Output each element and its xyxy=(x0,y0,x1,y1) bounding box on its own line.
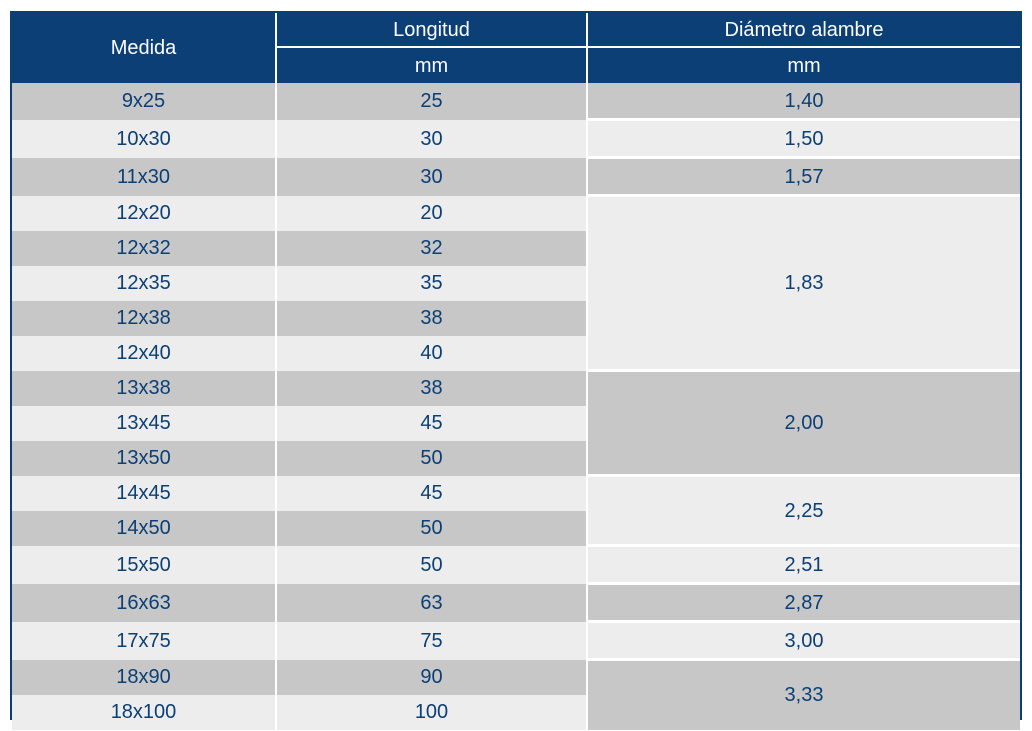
cell-longitud: 20 xyxy=(276,195,588,231)
table-row: 18x100 100 xyxy=(12,694,1020,730)
cell-medida: 12x40 xyxy=(12,335,277,371)
cell-medida: 14x45 xyxy=(12,475,277,511)
cell-longitud: 38 xyxy=(276,300,588,336)
table-row: 14x45 45 2,25 xyxy=(12,474,1020,546)
table-row: 16x63 63 2,87 xyxy=(12,582,1020,622)
spec-table: Medida Longitud Diámetro alambre mm mm 9… xyxy=(12,13,1020,730)
cell-longitud: 30 xyxy=(276,119,588,158)
cell-medida: 17x75 xyxy=(12,621,277,660)
cell-medida: 18x90 xyxy=(12,659,277,695)
cell-medida: 16x63 xyxy=(12,583,277,622)
cell-diametro: 2,87 xyxy=(587,582,1020,622)
spec-table-frame: Medida Longitud Diámetro alambre mm mm 9… xyxy=(10,11,1022,730)
cell-diametro: 2,00 xyxy=(587,369,1020,476)
cell-longitud: 32 xyxy=(276,230,588,266)
cell-longitud: 50 xyxy=(276,440,588,476)
cell-longitud: 90 xyxy=(276,659,588,695)
header-longitud-unit: mm xyxy=(276,46,588,83)
table-row: 12x35 35 xyxy=(12,265,1020,301)
cell-longitud: 45 xyxy=(276,405,588,441)
table-row: 10x30 30 1,50 xyxy=(12,118,1020,158)
cell-medida: 9x25 xyxy=(12,83,277,120)
cell-medida: 10x30 xyxy=(12,119,277,158)
cell-longitud: 63 xyxy=(276,583,588,622)
table-row: 12x38 38 xyxy=(12,300,1020,336)
cell-longitud: 100 xyxy=(276,694,588,730)
table-row: 18x90 90 3,33 xyxy=(12,658,1020,730)
table-row: 14x50 50 xyxy=(12,510,1020,546)
cell-diametro: 1,50 xyxy=(587,118,1020,158)
table-row: 13x50 50 xyxy=(12,440,1020,476)
cell-medida: 13x38 xyxy=(12,370,277,406)
cell-diametro: 3,33 xyxy=(587,658,1020,730)
cell-medida: 11x30 xyxy=(12,157,277,196)
cell-medida: 13x45 xyxy=(12,405,277,441)
cell-diametro: 2,25 xyxy=(587,474,1020,546)
cell-diametro: 1,83 xyxy=(587,194,1020,371)
cell-diametro: 3,00 xyxy=(587,620,1020,660)
table-row: 13x45 45 xyxy=(12,405,1020,441)
cell-medida: 12x32 xyxy=(12,230,277,266)
table-row: 15x50 50 2,51 xyxy=(12,544,1020,584)
cell-medida: 12x35 xyxy=(12,265,277,301)
cell-medida: 14x50 xyxy=(12,510,277,546)
cell-longitud: 50 xyxy=(276,510,588,546)
cell-diametro: 1,57 xyxy=(587,156,1020,196)
cell-medida: 12x20 xyxy=(12,195,277,231)
header-diametro: Diámetro alambre xyxy=(587,13,1020,47)
table-row: 17x75 75 3,00 xyxy=(12,620,1020,660)
cell-medida: 15x50 xyxy=(12,545,277,584)
cell-medida: 12x38 xyxy=(12,300,277,336)
table-header: Medida Longitud Diámetro alambre mm mm xyxy=(12,13,1020,83)
header-longitud: Longitud xyxy=(276,13,588,47)
table-row: 13x38 38 2,00 xyxy=(12,369,1020,476)
table-row: 12x32 32 xyxy=(12,230,1020,266)
cell-diametro: 2,51 xyxy=(587,544,1020,584)
cell-longitud: 45 xyxy=(276,475,588,511)
cell-longitud: 35 xyxy=(276,265,588,301)
table-row: 9x25 25 1,40 xyxy=(12,83,1020,120)
header-diametro-unit: mm xyxy=(587,46,1020,83)
cell-longitud: 50 xyxy=(276,545,588,584)
cell-longitud: 75 xyxy=(276,621,588,660)
cell-longitud: 25 xyxy=(276,83,588,120)
table-body: 9x25 25 1,40 10x30 30 1,50 11x30 30 1,57 12x20 20 1… xyxy=(12,83,1020,730)
header-medida: Medida xyxy=(12,13,277,83)
cell-medida: 18x100 xyxy=(12,694,277,730)
cell-medida: 13x50 xyxy=(12,440,277,476)
cell-longitud: 30 xyxy=(276,157,588,196)
cell-longitud: 40 xyxy=(276,335,588,371)
cell-diametro: 1,40 xyxy=(587,83,1020,120)
table-row: 12x20 20 1,83 xyxy=(12,194,1020,371)
table-row: 12x40 40 xyxy=(12,335,1020,371)
cell-longitud: 38 xyxy=(276,370,588,406)
table-row: 11x30 30 1,57 xyxy=(12,156,1020,196)
